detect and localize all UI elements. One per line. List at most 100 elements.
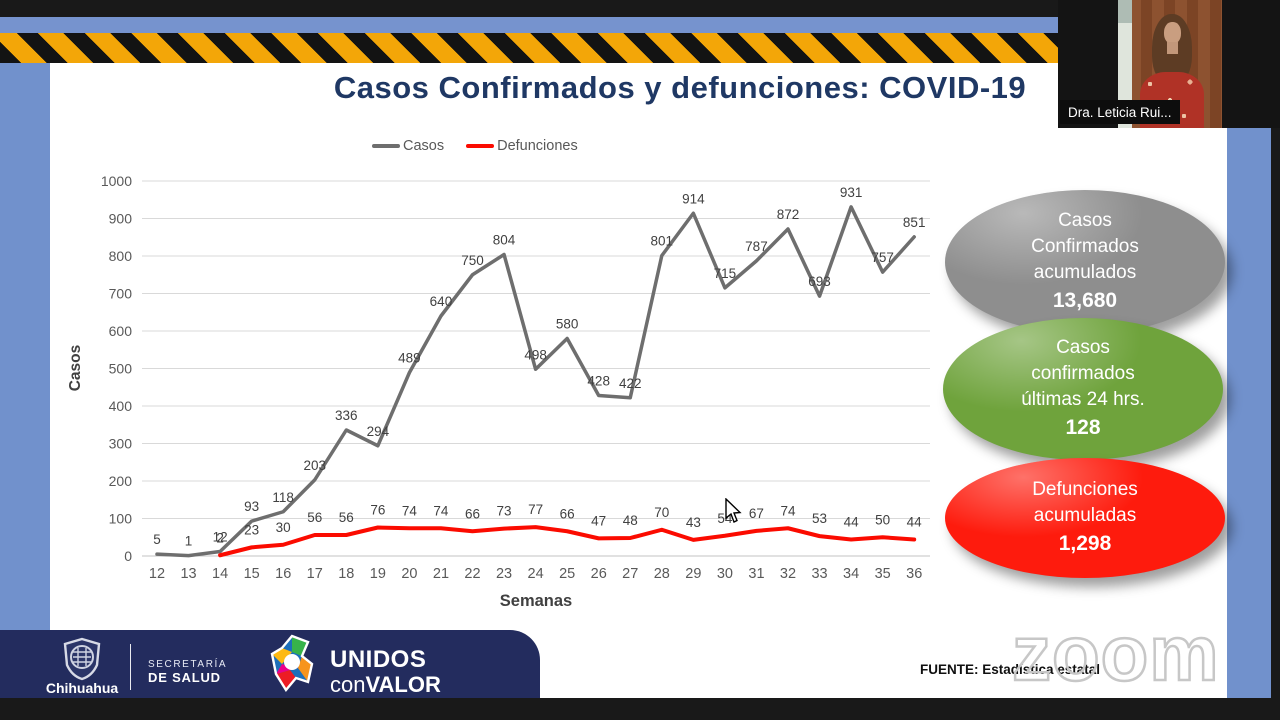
svg-text:12: 12 xyxy=(149,566,165,582)
svg-text:74: 74 xyxy=(780,503,796,518)
svg-text:30: 30 xyxy=(276,520,291,535)
badge-gloss xyxy=(945,190,1225,334)
svg-text:14: 14 xyxy=(212,566,228,582)
svg-text:43: 43 xyxy=(686,515,701,530)
secretaria-line2: DE SALUD xyxy=(148,670,221,685)
svg-text:16: 16 xyxy=(275,566,291,582)
svg-text:872: 872 xyxy=(777,207,800,222)
svg-text:44: 44 xyxy=(907,515,923,530)
footer-divider xyxy=(130,644,131,690)
svg-text:53: 53 xyxy=(812,511,827,526)
svg-text:787: 787 xyxy=(745,239,768,254)
svg-text:18: 18 xyxy=(338,566,354,582)
svg-text:500: 500 xyxy=(109,361,133,377)
svg-text:931: 931 xyxy=(840,185,863,200)
svg-text:74: 74 xyxy=(433,503,449,518)
svg-text:44: 44 xyxy=(844,515,860,530)
svg-text:801: 801 xyxy=(651,234,674,249)
secretaria-de-salud-logo: SECRETARÍA DE SALUD xyxy=(148,659,227,685)
svg-text:700: 700 xyxy=(109,286,133,302)
svg-text:914: 914 xyxy=(682,191,705,206)
svg-text:31: 31 xyxy=(748,566,764,582)
participant-neck xyxy=(1167,42,1178,54)
chart-legend: Casos Defunciones xyxy=(372,138,578,154)
svg-text:32: 32 xyxy=(780,566,796,582)
svg-text:33: 33 xyxy=(811,566,827,582)
badge-value: 128 xyxy=(1065,416,1101,440)
footer-banner: Chihuahua SECRETARÍA DE SALUD UNIDOS con… xyxy=(0,630,540,698)
participant-face xyxy=(1164,22,1181,44)
svg-text:757: 757 xyxy=(871,250,894,265)
chihuahua-map-icon xyxy=(270,634,314,693)
svg-text:1: 1 xyxy=(185,534,193,549)
svg-text:750: 750 xyxy=(461,253,484,268)
badge-casos-acumulados: Casos Confirmados acumulados 13,680 xyxy=(945,190,1225,334)
svg-text:118: 118 xyxy=(272,490,294,505)
svg-text:77: 77 xyxy=(528,502,543,517)
badge-gloss xyxy=(943,318,1223,460)
svg-text:21: 21 xyxy=(433,566,449,582)
participant-name-tag: Dra. Leticia Rui... xyxy=(1060,100,1180,124)
svg-text:23: 23 xyxy=(496,566,512,582)
svg-text:498: 498 xyxy=(524,347,547,362)
svg-text:200: 200 xyxy=(109,473,133,489)
convalor-text: conVALOR xyxy=(330,672,441,697)
svg-text:693: 693 xyxy=(808,274,831,289)
badge-line: últimas 24 hrs. xyxy=(1021,389,1145,411)
badge-value: 1,298 xyxy=(1058,532,1112,556)
svg-text:26: 26 xyxy=(591,566,607,582)
svg-text:23: 23 xyxy=(244,522,259,537)
chihuahua-crest-icon xyxy=(63,637,101,681)
svg-text:203: 203 xyxy=(303,458,326,473)
svg-text:76: 76 xyxy=(370,503,385,518)
svg-text:580: 580 xyxy=(556,317,579,332)
svg-text:600: 600 xyxy=(109,323,133,339)
svg-text:336: 336 xyxy=(335,408,358,423)
svg-text:0: 0 xyxy=(124,548,132,564)
defunciones-line-swatch xyxy=(466,144,495,148)
svg-text:100: 100 xyxy=(109,511,133,527)
svg-text:400: 400 xyxy=(109,398,133,414)
svg-text:22: 22 xyxy=(464,566,480,582)
svg-text:12: 12 xyxy=(213,530,228,545)
badge-line: confirmados xyxy=(1031,362,1135,384)
legend-item-casos: Casos xyxy=(372,138,444,154)
svg-text:66: 66 xyxy=(465,506,480,521)
svg-text:24: 24 xyxy=(528,566,544,582)
svg-text:47: 47 xyxy=(591,513,606,528)
svg-text:Semanas: Semanas xyxy=(500,592,572,610)
unidos-con-valor-logo: UNIDOS conVALOR xyxy=(330,648,441,696)
svg-text:56: 56 xyxy=(307,510,322,525)
chihuahua-label: Chihuahua xyxy=(45,680,119,696)
participant-video-thumbnail[interactable]: Dra. Leticia Rui... xyxy=(1058,0,1280,128)
svg-text:74: 74 xyxy=(402,503,418,518)
svg-text:294: 294 xyxy=(367,424,390,439)
badge-line: Defunciones xyxy=(1032,478,1138,500)
svg-text:30: 30 xyxy=(717,566,733,582)
svg-text:27: 27 xyxy=(622,566,638,582)
badge-value: 13,680 xyxy=(1052,289,1118,313)
svg-text:800: 800 xyxy=(109,248,133,264)
badge-gloss xyxy=(945,458,1225,578)
share-background-right xyxy=(1227,128,1271,698)
svg-text:300: 300 xyxy=(109,436,133,452)
svg-text:489: 489 xyxy=(398,351,421,366)
svg-text:93: 93 xyxy=(244,499,259,514)
share-background-top xyxy=(0,17,1058,33)
svg-text:70: 70 xyxy=(654,505,669,520)
svg-text:640: 640 xyxy=(430,294,453,309)
svg-text:25: 25 xyxy=(559,566,575,582)
svg-text:19: 19 xyxy=(370,566,386,582)
svg-text:56: 56 xyxy=(339,510,354,525)
svg-text:804: 804 xyxy=(493,233,516,248)
svg-text:Casos: Casos xyxy=(67,345,84,392)
svg-text:28: 28 xyxy=(654,566,670,582)
secretaria-line1: SECRETARÍA xyxy=(148,659,228,670)
svg-text:428: 428 xyxy=(587,374,610,389)
svg-text:34: 34 xyxy=(843,566,859,582)
badge-defunciones: Defunciones acumuladas 1,298 xyxy=(945,458,1225,578)
svg-text:17: 17 xyxy=(307,566,323,582)
page-title: Casos Confirmados y defunciones: COVID-1… xyxy=(333,70,1027,105)
